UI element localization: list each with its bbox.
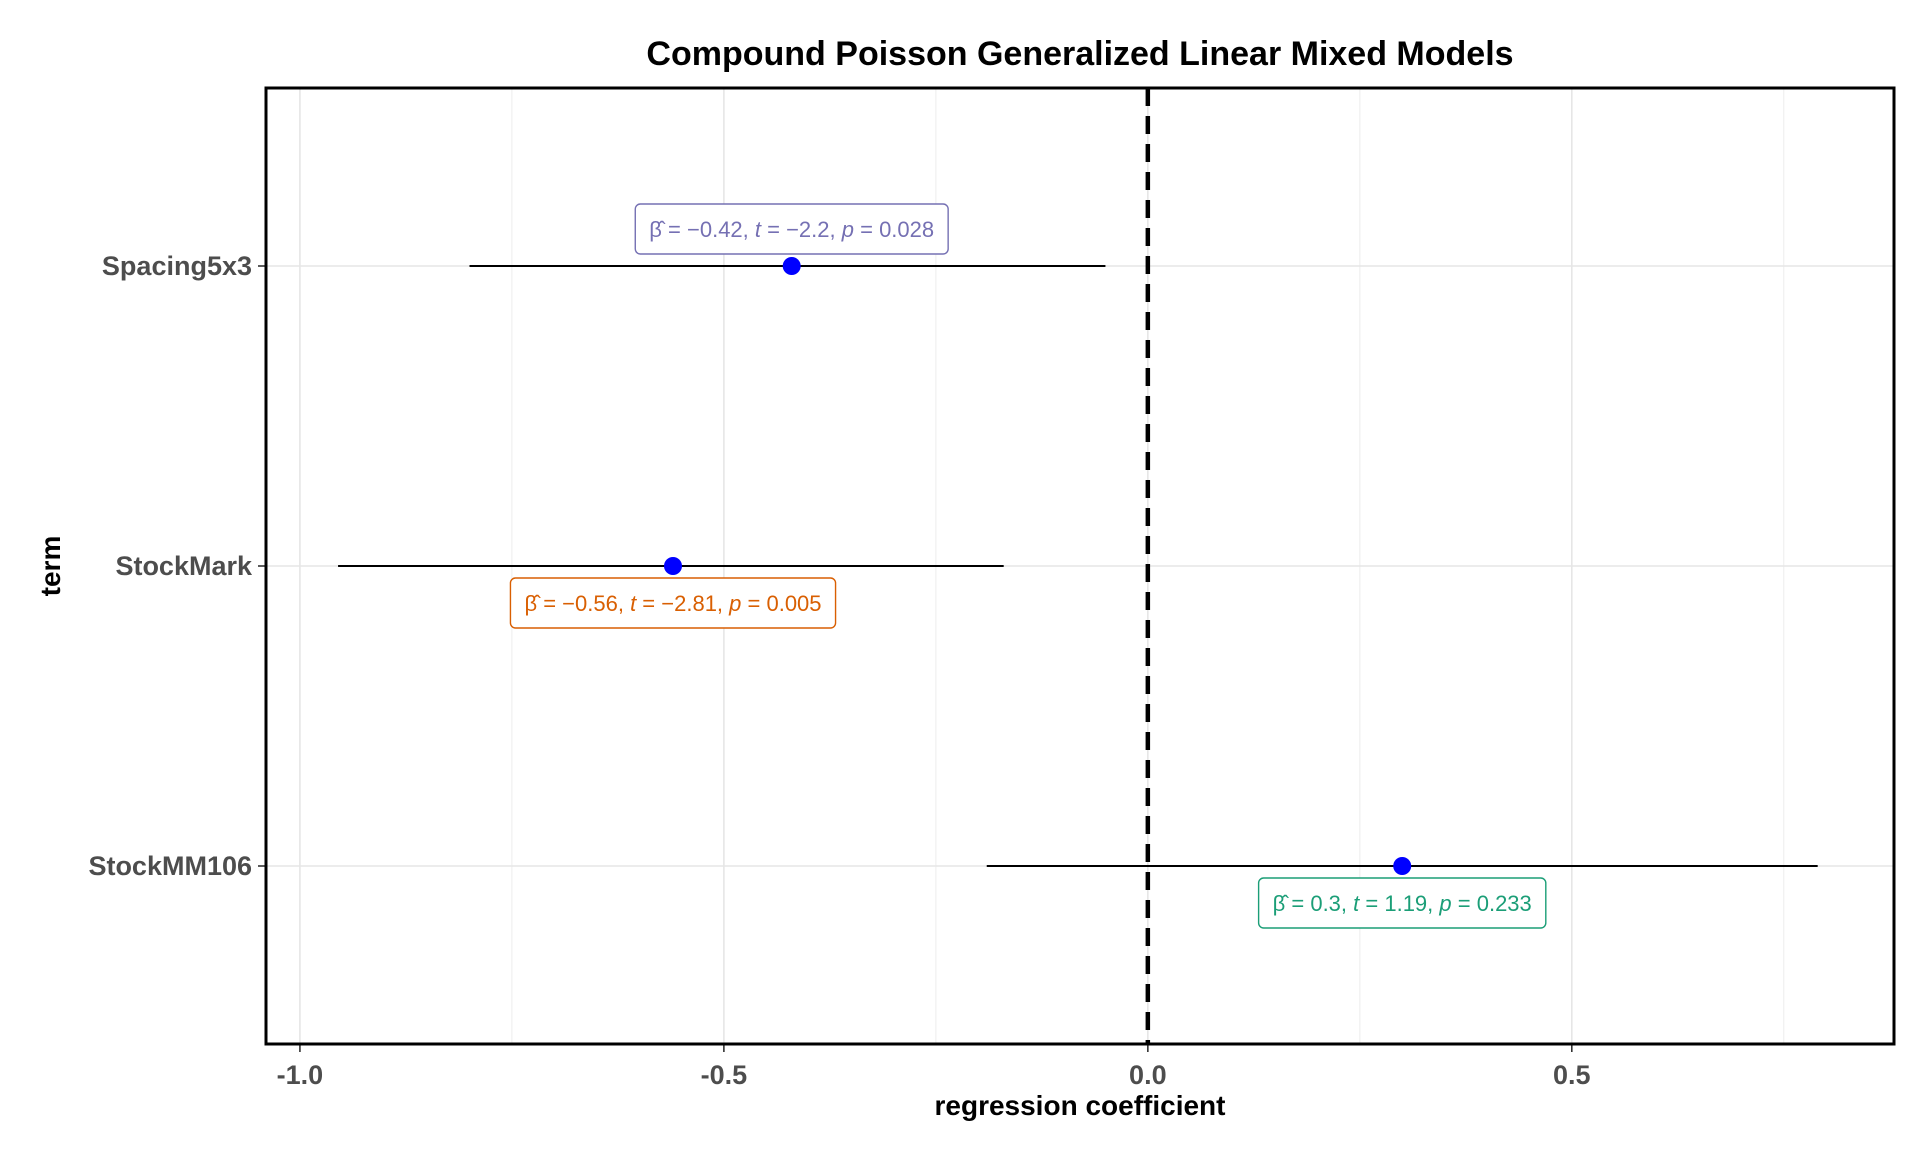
chart-title: Compound Poisson Generalized Linear Mixe… — [646, 35, 1513, 73]
estimate-label-text: β̂ = −0.56, t = −2.81, p = 0.005 — [524, 591, 821, 616]
estimate-point — [782, 257, 801, 275]
estimate-label-text: β̂ = 0.3, t = 1.19, p = 0.233 — [1273, 891, 1532, 916]
plot-panel-border — [264, 86, 1896, 1046]
x-axis-label: regression coefficient — [935, 1090, 1226, 1121]
x-tick-label: 0.0 — [1129, 1060, 1167, 1090]
estimate-point — [664, 557, 682, 575]
y-tick-label: StockMM106 — [88, 851, 252, 881]
x-tick-label: -0.5 — [701, 1060, 748, 1090]
estimate-label-box — [1257, 877, 1547, 929]
estimate-label: β̂ = −0.42, t = −2.2, p = 0.028 — [634, 203, 949, 255]
estimate-label: β̂ = 0.3, t = 1.19, p = 0.233 — [1257, 877, 1547, 929]
y-tick-label: Spacing5x3 — [102, 251, 252, 281]
estimate-label-box — [634, 203, 949, 255]
x-tick-label: 0.5 — [1553, 1060, 1591, 1090]
y-tick-label: StockMark — [115, 551, 253, 581]
estimate-label-text: β̂ = −0.42, t = −2.2, p = 0.028 — [649, 217, 934, 242]
y-axis-label: term — [35, 536, 66, 597]
x-tick-label: -1.0 — [277, 1060, 324, 1090]
estimate-label-box — [509, 577, 837, 629]
estimate-label: β̂ = −0.56, t = −2.81, p = 0.005 — [509, 577, 837, 629]
estimate-point — [1393, 857, 1412, 875]
